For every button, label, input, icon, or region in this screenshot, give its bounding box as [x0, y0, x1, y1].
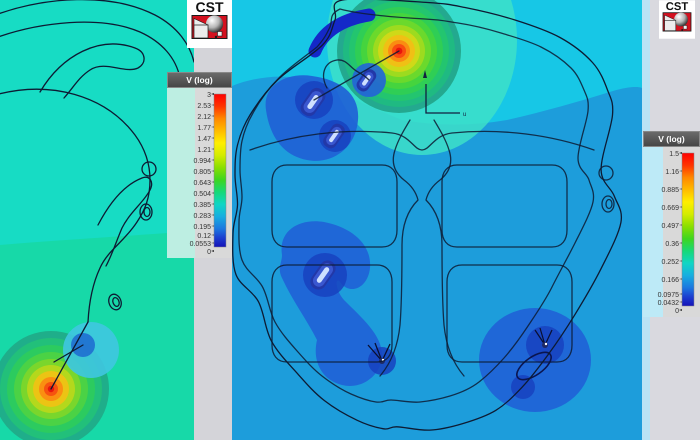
svg-text:3: 3: [207, 92, 211, 99]
svg-text:0.885: 0.885: [661, 187, 679, 194]
svg-text:1.5: 1.5: [669, 151, 679, 158]
svg-text:0.166: 0.166: [661, 277, 679, 284]
svg-text:CST: CST: [196, 0, 224, 15]
svg-text:0.497: 0.497: [661, 223, 679, 230]
svg-text:0.283: 0.283: [193, 213, 211, 220]
svg-text:0.385: 0.385: [193, 202, 211, 209]
svg-text:0.252: 0.252: [661, 259, 679, 266]
svg-text:0.805: 0.805: [193, 169, 211, 176]
svg-text:0.669: 0.669: [661, 205, 679, 212]
svg-text:0.12: 0.12: [197, 233, 211, 240]
svg-text:1.77: 1.77: [197, 125, 211, 132]
svg-text:0.0975: 0.0975: [658, 292, 680, 299]
svg-text:CST: CST: [666, 0, 689, 12]
svg-text:0.0553: 0.0553: [190, 241, 212, 248]
svg-text:1.47: 1.47: [197, 136, 211, 143]
svg-text:0.994: 0.994: [193, 158, 211, 165]
svg-text:0.643: 0.643: [193, 180, 211, 187]
svg-text:0.195: 0.195: [193, 224, 211, 231]
svg-text:1.21: 1.21: [197, 147, 211, 154]
svg-text:0.36: 0.36: [665, 241, 679, 248]
svg-text:0: 0: [207, 249, 211, 256]
svg-text:0.0432: 0.0432: [658, 300, 680, 307]
svg-text:1.16: 1.16: [665, 169, 679, 176]
svg-text:2.12: 2.12: [197, 114, 211, 121]
svg-text:0.504: 0.504: [193, 191, 211, 198]
svg-text:0: 0: [675, 308, 679, 315]
svg-text:u: u: [463, 112, 466, 118]
svg-text:2.53: 2.53: [197, 103, 211, 110]
